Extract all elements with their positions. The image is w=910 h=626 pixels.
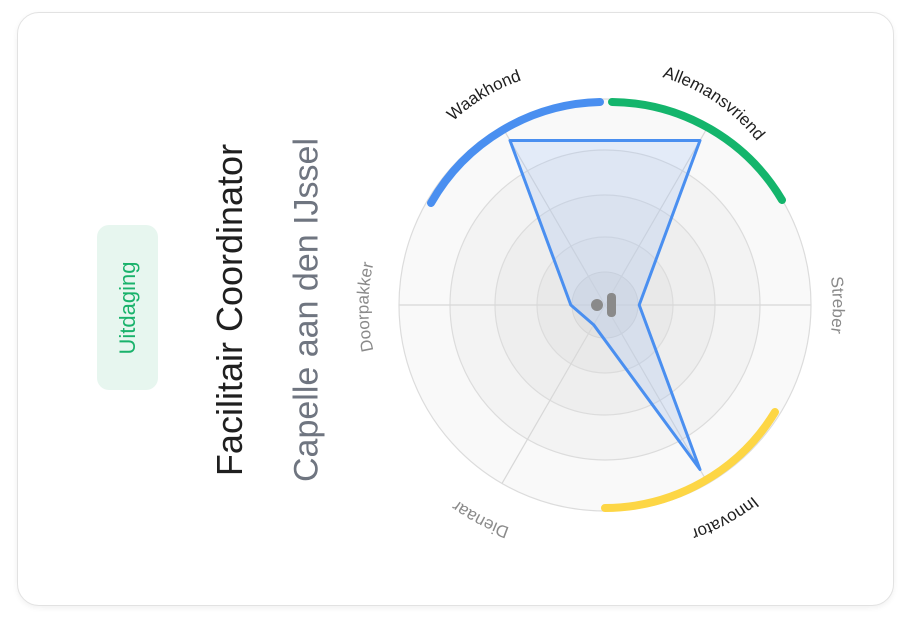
radar-highlight-arcs — [427, 98, 786, 512]
arc-allemansvriend — [608, 98, 786, 204]
radar-spoke-dienaar — [501, 304, 606, 484]
axis-label-dienaar: Dienaar — [448, 497, 511, 542]
axis-label-doorpakker: Doorpakker — [353, 260, 377, 354]
radar-spoke-innovator — [604, 304, 709, 484]
arc-waakhond — [427, 98, 604, 207]
radar-score-polygon — [508, 139, 702, 471]
axis-label-waakhond: Waakhond — [443, 66, 523, 124]
radar-spoke-waakhond — [501, 126, 606, 306]
challenge-badge: Uitdaging — [97, 225, 158, 390]
radar-spokes — [399, 126, 811, 484]
arc-innovator — [601, 408, 779, 512]
figure-icon — [591, 293, 616, 317]
axis-label-streber: Streber — [827, 275, 848, 335]
radar-spoke-allemansvriend — [604, 126, 709, 306]
axis-label-innovator: Innovator — [689, 493, 762, 544]
